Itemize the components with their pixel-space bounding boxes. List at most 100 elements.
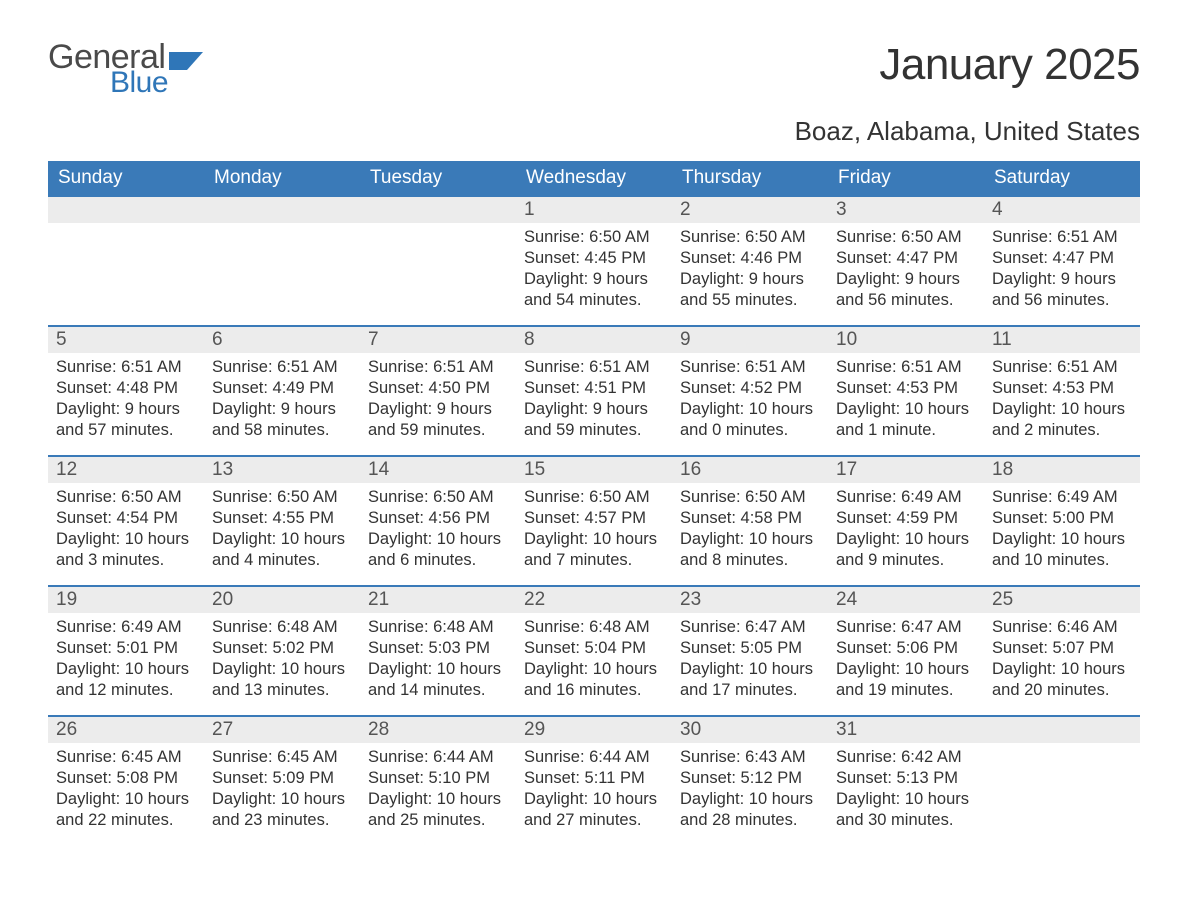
- calendar-empty: [48, 196, 204, 326]
- calendar-week: 12 Sunrise: 6:50 AM Sunset: 4:54 PM Dayligh…: [48, 456, 1140, 586]
- day-number: 27: [204, 717, 360, 743]
- calendar-day: 8Sunrise: 6:51 AMSunset: 4:51 PMDaylight…: [516, 326, 672, 456]
- sunset-text: Sunset: 4:46 PM: [680, 248, 820, 269]
- sunset-text: Sunset: 5:07 PM: [992, 638, 1132, 659]
- sunset-text: Sunset: 5:03 PM: [368, 638, 508, 659]
- calendar-day: 30Sunrise: 6:43 AMSunset: 5:12 PMDayligh…: [672, 716, 828, 846]
- day-number: 12: [48, 457, 204, 483]
- day-number: 10: [828, 327, 984, 353]
- sunrise-text: Sunrise: 6:51 AM: [992, 227, 1132, 248]
- sunrise-text: Sunrise: 6:51 AM: [992, 357, 1132, 378]
- daylight-text: Daylight: 10 hours and 8 minutes.: [680, 529, 820, 571]
- day-details: Sunrise: 6:50 AMSunset: 4:46 PMDaylight:…: [672, 223, 828, 319]
- day-number: 13: [204, 457, 360, 483]
- calendar-day: 18Sunrise: 6:49 AMSunset: 5:00 PMDayligh…: [984, 456, 1140, 586]
- calendar-day: 16Sunrise: 6:50 AMSunset: 4:58 PMDayligh…: [672, 456, 828, 586]
- day-details: Sunrise: 6:51 AMSunset: 4:52 PMDaylight:…: [672, 353, 828, 449]
- day-number-empty: [204, 197, 360, 223]
- sunset-text: Sunset: 5:05 PM: [680, 638, 820, 659]
- sunrise-text: Sunrise: 6:47 AM: [680, 617, 820, 638]
- day-details: Sunrise: 6:43 AMSunset: 5:12 PMDaylight:…: [672, 743, 828, 839]
- calendar-header-row: SundayMondayTuesdayWednesdayThursdayFrid…: [48, 161, 1140, 196]
- calendar-day: 31Sunrise: 6:42 AMSunset: 5:13 PMDayligh…: [828, 716, 984, 846]
- calendar-week: 5Sunrise: 6:51 AMSunset: 4:48 PMDaylight…: [48, 326, 1140, 456]
- sunrise-text: Sunrise: 6:47 AM: [836, 617, 976, 638]
- calendar-day: 9Sunrise: 6:51 AMSunset: 4:52 PMDaylight…: [672, 326, 828, 456]
- day-details: Sunrise: 6:49 AMSunset: 4:59 PMDaylight:…: [828, 483, 984, 579]
- daylight-text: Daylight: 10 hours and 17 minutes.: [680, 659, 820, 701]
- calendar-day: 17Sunrise: 6:49 AMSunset: 4:59 PMDayligh…: [828, 456, 984, 586]
- day-details: Sunrise: 6:48 AMSunset: 5:04 PMDaylight:…: [516, 613, 672, 709]
- sunrise-text: Sunrise: 6:51 AM: [680, 357, 820, 378]
- day-number: 9: [672, 327, 828, 353]
- day-number: 19: [48, 587, 204, 613]
- calendar-day: 28Sunrise: 6:44 AMSunset: 5:10 PMDayligh…: [360, 716, 516, 846]
- sunset-text: Sunset: 4:47 PM: [992, 248, 1132, 269]
- day-number: 8: [516, 327, 672, 353]
- day-number: 1: [516, 197, 672, 223]
- sunset-text: Sunset: 4:55 PM: [212, 508, 352, 529]
- day-number: 20: [204, 587, 360, 613]
- sunset-text: Sunset: 4:50 PM: [368, 378, 508, 399]
- day-details: Sunrise: 6:47 AMSunset: 5:06 PMDaylight:…: [828, 613, 984, 709]
- calendar-day: 1Sunrise: 6:50 AMSunset: 4:45 PMDaylight…: [516, 196, 672, 326]
- day-number: 26: [48, 717, 204, 743]
- page-title: January 2025: [879, 40, 1140, 90]
- sunset-text: Sunset: 4:51 PM: [524, 378, 664, 399]
- daylight-text: Daylight: 9 hours and 56 minutes.: [836, 269, 976, 311]
- calendar-day: 23Sunrise: 6:47 AMSunset: 5:05 PMDayligh…: [672, 586, 828, 716]
- calendar-empty: [204, 196, 360, 326]
- sunrise-text: Sunrise: 6:48 AM: [524, 617, 664, 638]
- daylight-text: Daylight: 10 hours and 25 minutes.: [368, 789, 508, 831]
- day-number: 2: [672, 197, 828, 223]
- day-number: 5: [48, 327, 204, 353]
- sunset-text: Sunset: 5:10 PM: [368, 768, 508, 789]
- sunrise-text: Sunrise: 6:49 AM: [56, 617, 196, 638]
- day-details: Sunrise: 6:48 AMSunset: 5:03 PMDaylight:…: [360, 613, 516, 709]
- flag-icon: [169, 48, 203, 70]
- sunset-text: Sunset: 5:01 PM: [56, 638, 196, 659]
- daylight-text: Daylight: 10 hours and 2 minutes.: [992, 399, 1132, 441]
- daylight-text: Daylight: 10 hours and 12 minutes.: [56, 659, 196, 701]
- sunrise-text: Sunrise: 6:49 AM: [992, 487, 1132, 508]
- calendar-day: 21Sunrise: 6:48 AMSunset: 5:03 PMDayligh…: [360, 586, 516, 716]
- sunset-text: Sunset: 5:04 PM: [524, 638, 664, 659]
- daylight-text: Daylight: 10 hours and 0 minutes.: [680, 399, 820, 441]
- day-header: Saturday: [984, 161, 1140, 196]
- day-details: Sunrise: 6:49 AMSunset: 5:01 PMDaylight:…: [48, 613, 204, 709]
- daylight-text: Daylight: 10 hours and 30 minutes.: [836, 789, 976, 831]
- sunrise-text: Sunrise: 6:49 AM: [836, 487, 976, 508]
- daylight-text: Daylight: 10 hours and 16 minutes.: [524, 659, 664, 701]
- daylight-text: Daylight: 10 hours and 6 minutes.: [368, 529, 508, 571]
- daylight-text: Daylight: 10 hours and 27 minutes.: [524, 789, 664, 831]
- day-number: 24: [828, 587, 984, 613]
- daylight-text: Daylight: 10 hours and 23 minutes.: [212, 789, 352, 831]
- sunrise-text: Sunrise: 6:51 AM: [212, 357, 352, 378]
- sunset-text: Sunset: 4:45 PM: [524, 248, 664, 269]
- daylight-text: Daylight: 10 hours and 1 minute.: [836, 399, 976, 441]
- sunset-text: Sunset: 4:54 PM: [56, 508, 196, 529]
- sunrise-text: Sunrise: 6:51 AM: [524, 357, 664, 378]
- day-details: Sunrise: 6:47 AMSunset: 5:05 PMDaylight:…: [672, 613, 828, 709]
- day-number: 4: [984, 197, 1140, 223]
- sunset-text: Sunset: 5:11 PM: [524, 768, 664, 789]
- day-number: 17: [828, 457, 984, 483]
- sunrise-text: Sunrise: 6:50 AM: [524, 227, 664, 248]
- day-number-empty: [984, 717, 1140, 743]
- calendar-day: 15Sunrise: 6:50 AMSunset: 4:57 PMDayligh…: [516, 456, 672, 586]
- day-details: Sunrise: 6:50 AMSunset: 4:58 PMDaylight:…: [672, 483, 828, 579]
- day-number: 14: [360, 457, 516, 483]
- daylight-text: Daylight: 10 hours and 4 minutes.: [212, 529, 352, 571]
- sunset-text: Sunset: 4:53 PM: [992, 378, 1132, 399]
- day-number: 16: [672, 457, 828, 483]
- day-details: Sunrise: 6:51 AMSunset: 4:53 PMDaylight:…: [984, 353, 1140, 449]
- daylight-text: Daylight: 10 hours and 10 minutes.: [992, 529, 1132, 571]
- day-number: 21: [360, 587, 516, 613]
- sunrise-text: Sunrise: 6:50 AM: [680, 487, 820, 508]
- daylight-text: Daylight: 10 hours and 7 minutes.: [524, 529, 664, 571]
- daylight-text: Daylight: 9 hours and 56 minutes.: [992, 269, 1132, 311]
- calendar-day: 7Sunrise: 6:51 AMSunset: 4:50 PMDaylight…: [360, 326, 516, 456]
- day-details: Sunrise: 6:45 AMSunset: 5:08 PMDaylight:…: [48, 743, 204, 839]
- sunrise-text: Sunrise: 6:43 AM: [680, 747, 820, 768]
- calendar-day: 13Sunrise: 6:50 AMSunset: 4:55 PMDayligh…: [204, 456, 360, 586]
